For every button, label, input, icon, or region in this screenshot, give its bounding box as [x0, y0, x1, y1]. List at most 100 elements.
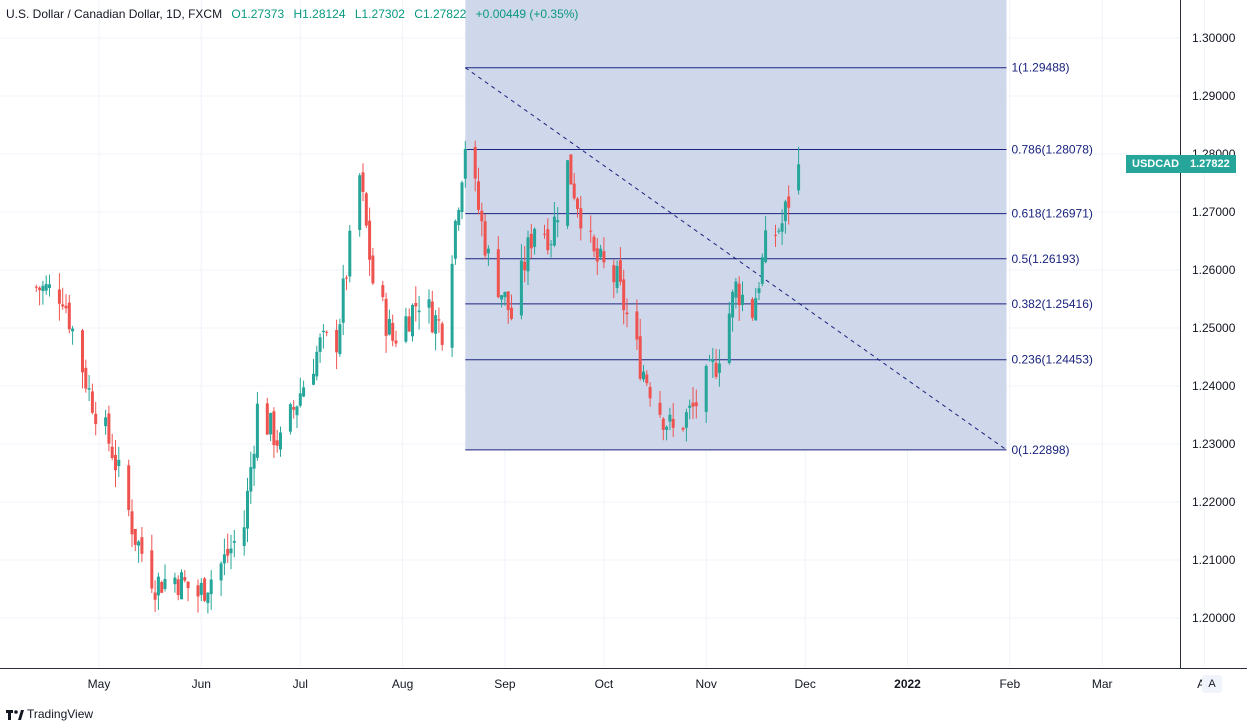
candle: [246, 477, 249, 543]
candle: [348, 224, 352, 283]
candle: [279, 426, 282, 457]
candle-body: [404, 316, 408, 342]
candle: [473, 140, 477, 192]
candle-body: [764, 230, 768, 263]
candle: [315, 345, 319, 381]
candle: [691, 386, 695, 420]
candle-body: [34, 286, 38, 288]
candle-body: [292, 407, 296, 410]
candle-body: [503, 292, 507, 298]
candle: [275, 429, 279, 453]
candle-body: [206, 592, 210, 604]
candle: [226, 533, 230, 563]
candle-body: [579, 208, 583, 229]
candle-body: [661, 418, 665, 430]
candle-body: [731, 291, 735, 318]
candle-body: [153, 592, 157, 600]
candle-body: [107, 413, 111, 444]
candle-body: [635, 311, 639, 340]
candle-body: [209, 579, 213, 595]
candle-body: [84, 367, 88, 389]
candle: [734, 277, 738, 309]
candle: [67, 294, 71, 334]
candle-body: [546, 229, 550, 251]
candle: [635, 299, 639, 350]
candle-body: [457, 209, 461, 226]
fib-level-label: 0.5(1.26193): [1012, 252, 1080, 266]
candle-body: [232, 541, 236, 543]
candle: [371, 247, 375, 285]
candle: [196, 579, 200, 613]
candle-body: [288, 404, 292, 432]
candle: [180, 569, 183, 600]
open-value: O1.27373: [231, 7, 285, 21]
candle: [506, 291, 510, 324]
time-tick-label: Dec: [795, 677, 816, 691]
candle: [252, 445, 256, 486]
candle: [642, 365, 645, 382]
candle-body: [394, 340, 398, 344]
candle: [358, 173, 362, 237]
tradingview-brand[interactable]: TradingView: [6, 707, 93, 721]
candle-body: [71, 328, 75, 332]
price-tick-label: 1.23000: [1192, 437, 1236, 451]
candle-body: [414, 303, 418, 307]
candle-body: [295, 406, 299, 416]
candle-body: [371, 255, 375, 284]
candle-body: [203, 578, 207, 601]
candle-body: [691, 402, 695, 407]
candle: [34, 284, 38, 292]
price-axis[interactable]: 1.300001.290001.280001.270001.260001.250…: [1180, 0, 1236, 668]
candle: [612, 259, 616, 299]
candle-body: [529, 233, 533, 249]
candle-body: [671, 418, 675, 428]
candle: [764, 215, 768, 264]
candle: [460, 180, 464, 220]
candle: [783, 199, 787, 234]
candle-body: [460, 182, 464, 212]
candle-body: [483, 221, 487, 256]
candle-body: [668, 414, 672, 422]
auto-scale-button[interactable]: A: [1202, 675, 1222, 693]
candle: [265, 397, 269, 435]
candle: [57, 273, 61, 321]
candle: [368, 207, 372, 276]
candle-body: [708, 359, 711, 361]
candle: [321, 324, 325, 349]
candle: [156, 572, 160, 610]
candle-body: [638, 336, 642, 379]
candle: [163, 564, 167, 592]
candle-body: [384, 298, 388, 336]
candle: [84, 359, 88, 393]
candle: [757, 281, 761, 301]
candle: [704, 364, 708, 423]
candle-body: [711, 359, 715, 363]
time-axis[interactable]: MayJunJulAugSepOctNovDec2022FebMarAp: [0, 668, 1247, 692]
candle: [87, 375, 91, 402]
candle-body: [780, 223, 784, 232]
high-value: H1.28124: [293, 7, 346, 21]
candle-body: [325, 331, 329, 333]
candle: [133, 528, 137, 552]
candle-body: [242, 527, 246, 546]
symbol-title[interactable]: U.S. Dollar / Canadian Dollar, 1D, FXCM: [6, 7, 223, 21]
candle: [694, 389, 698, 419]
candle: [203, 577, 207, 603]
candle-body: [549, 244, 553, 246]
grid: [0, 0, 1205, 667]
candle-body: [500, 295, 504, 300]
candle-body: [434, 315, 438, 334]
candle: [787, 185, 791, 225]
candle-body: [358, 175, 362, 230]
candle: [41, 280, 45, 305]
candle: [754, 287, 758, 321]
candle-body: [64, 305, 68, 309]
candle: [414, 286, 418, 322]
candle: [595, 238, 599, 275]
candle: [463, 140, 467, 188]
candle-body: [156, 576, 160, 596]
candle-body: [440, 323, 444, 345]
candle-body: [569, 154, 573, 185]
candle-body: [704, 366, 708, 412]
